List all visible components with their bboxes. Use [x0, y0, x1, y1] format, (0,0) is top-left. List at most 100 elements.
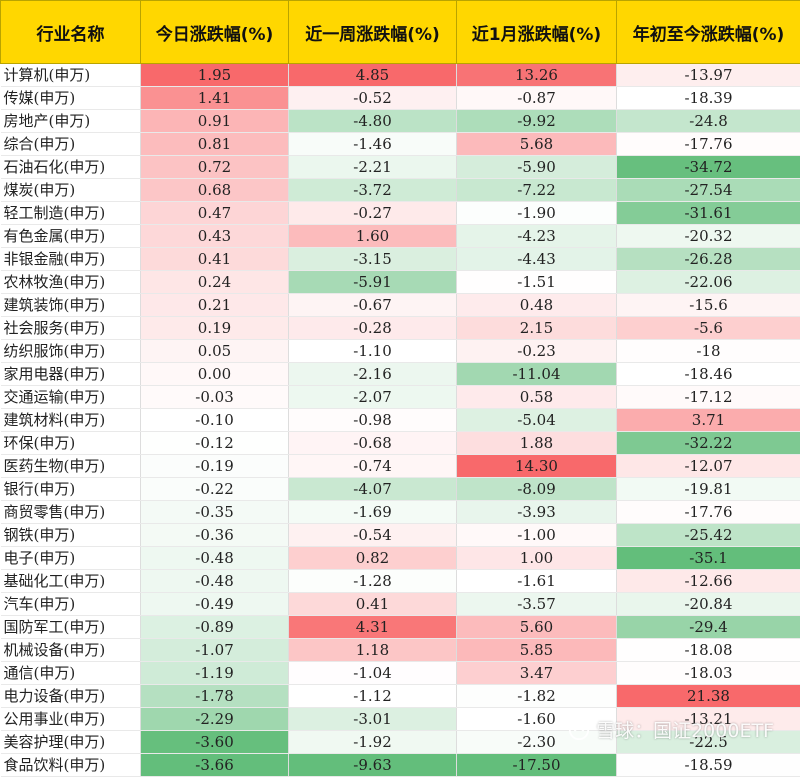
cell-industry-name: 食品饮料(申万): [1, 754, 141, 777]
cell-ytd-change: -27.54: [617, 179, 800, 202]
cell-today-change: 0.91: [141, 110, 289, 133]
cell-month-change: -1.00: [457, 524, 617, 547]
watermark: 雪球：国证2000ETF: [568, 716, 774, 743]
cell-today-change: 0.19: [141, 317, 289, 340]
cell-ytd-change: -17.76: [617, 133, 800, 156]
header-week-change: 近一周涨跌幅(%): [289, 1, 457, 64]
cell-month-change: -8.09: [457, 478, 617, 501]
cell-week-change: 1.18: [289, 639, 457, 662]
cell-industry-name: 医药生物(申万): [1, 455, 141, 478]
cell-week-change: 4.31: [289, 616, 457, 639]
cell-month-change: 14.30: [457, 455, 617, 478]
cell-industry-name: 农林牧渔(申万): [1, 271, 141, 294]
cell-month-change: -0.23: [457, 340, 617, 363]
cell-week-change: -0.27: [289, 202, 457, 225]
cell-ytd-change: -18.39: [617, 87, 800, 110]
cell-week-change: -3.01: [289, 708, 457, 731]
cell-today-change: -0.49: [141, 593, 289, 616]
cell-industry-name: 商贸零售(申万): [1, 501, 141, 524]
cell-industry-name: 传媒(申万): [1, 87, 141, 110]
cell-month-change: 1.00: [457, 547, 617, 570]
table-row: 纺织服饰(申万)0.05-1.10-0.23-18: [1, 340, 800, 363]
cell-week-change: -0.28: [289, 317, 457, 340]
cell-ytd-change: -31.61: [617, 202, 800, 225]
cell-today-change: 1.41: [141, 87, 289, 110]
cell-ytd-change: -26.28: [617, 248, 800, 271]
cell-week-change: -5.91: [289, 271, 457, 294]
cell-week-change: -0.67: [289, 294, 457, 317]
table-row: 家用电器(申万)0.00-2.16-11.04-18.46: [1, 363, 800, 386]
cell-week-change: -4.80: [289, 110, 457, 133]
cell-industry-name: 汽车(申万): [1, 593, 141, 616]
header-row: 行业名称 今日涨跌幅(%) 近一周涨跌幅(%) 近1月涨跌幅(%) 年初至今涨跌…: [1, 1, 800, 64]
cell-ytd-change: -20.84: [617, 593, 800, 616]
cell-today-change: 0.72: [141, 156, 289, 179]
cell-ytd-change: -18.08: [617, 639, 800, 662]
cell-today-change: 0.05: [141, 340, 289, 363]
cell-week-change: -1.12: [289, 685, 457, 708]
cell-today-change: -0.10: [141, 409, 289, 432]
cell-ytd-change: -12.66: [617, 570, 800, 593]
cell-today-change: -3.66: [141, 754, 289, 777]
cell-week-change: 0.82: [289, 547, 457, 570]
cell-week-change: -1.10: [289, 340, 457, 363]
cell-month-change: 0.48: [457, 294, 617, 317]
cell-month-change: -3.57: [457, 593, 617, 616]
cell-month-change: -11.04: [457, 363, 617, 386]
cell-today-change: -0.03: [141, 386, 289, 409]
cell-today-change: -0.19: [141, 455, 289, 478]
cell-month-change: 1.88: [457, 432, 617, 455]
cell-industry-name: 非银金融(申万): [1, 248, 141, 271]
cell-industry-name: 计算机(申万): [1, 64, 141, 87]
cell-month-change: -1.61: [457, 570, 617, 593]
cell-ytd-change: -22.06: [617, 271, 800, 294]
table-row: 食品饮料(申万)-3.66-9.63-17.50-18.59: [1, 754, 800, 777]
table-row: 钢铁(申万)-0.36-0.54-1.00-25.42: [1, 524, 800, 547]
cell-today-change: -0.22: [141, 478, 289, 501]
cell-ytd-change: -5.6: [617, 317, 800, 340]
cell-month-change: -5.90: [457, 156, 617, 179]
table-row: 石油石化(申万)0.72-2.21-5.90-34.72: [1, 156, 800, 179]
cell-ytd-change: -32.22: [617, 432, 800, 455]
cell-industry-name: 公用事业(申万): [1, 708, 141, 731]
cell-week-change: -0.54: [289, 524, 457, 547]
cell-industry-name: 电子(申万): [1, 547, 141, 570]
cell-month-change: -17.50: [457, 754, 617, 777]
cell-month-change: -7.22: [457, 179, 617, 202]
cell-today-change: 0.24: [141, 271, 289, 294]
cell-today-change: 0.68: [141, 179, 289, 202]
cell-week-change: -4.07: [289, 478, 457, 501]
cell-month-change: -4.23: [457, 225, 617, 248]
cell-industry-name: 电力设备(申万): [1, 685, 141, 708]
cell-ytd-change: 21.38: [617, 685, 800, 708]
cell-today-change: 0.47: [141, 202, 289, 225]
cell-today-change: -0.35: [141, 501, 289, 524]
cell-week-change: 0.41: [289, 593, 457, 616]
table-header: 行业名称 今日涨跌幅(%) 近一周涨跌幅(%) 近1月涨跌幅(%) 年初至今涨跌…: [1, 1, 800, 64]
cell-industry-name: 交通运输(申万): [1, 386, 141, 409]
cell-industry-name: 建筑装饰(申万): [1, 294, 141, 317]
cell-ytd-change: -18.59: [617, 754, 800, 777]
cell-today-change: 1.95: [141, 64, 289, 87]
header-today-change: 今日涨跌幅(%): [141, 1, 289, 64]
cell-week-change: -0.68: [289, 432, 457, 455]
table-row: 非银金融(申万)0.41-3.15-4.43-26.28: [1, 248, 800, 271]
cell-ytd-change: -17.76: [617, 501, 800, 524]
cell-today-change: 0.00: [141, 363, 289, 386]
cell-month-change: 2.15: [457, 317, 617, 340]
cell-ytd-change: -25.42: [617, 524, 800, 547]
cell-week-change: -1.28: [289, 570, 457, 593]
cell-industry-name: 煤炭(申万): [1, 179, 141, 202]
cell-industry-name: 有色金属(申万): [1, 225, 141, 248]
cell-industry-name: 基础化工(申万): [1, 570, 141, 593]
cell-industry-name: 钢铁(申万): [1, 524, 141, 547]
